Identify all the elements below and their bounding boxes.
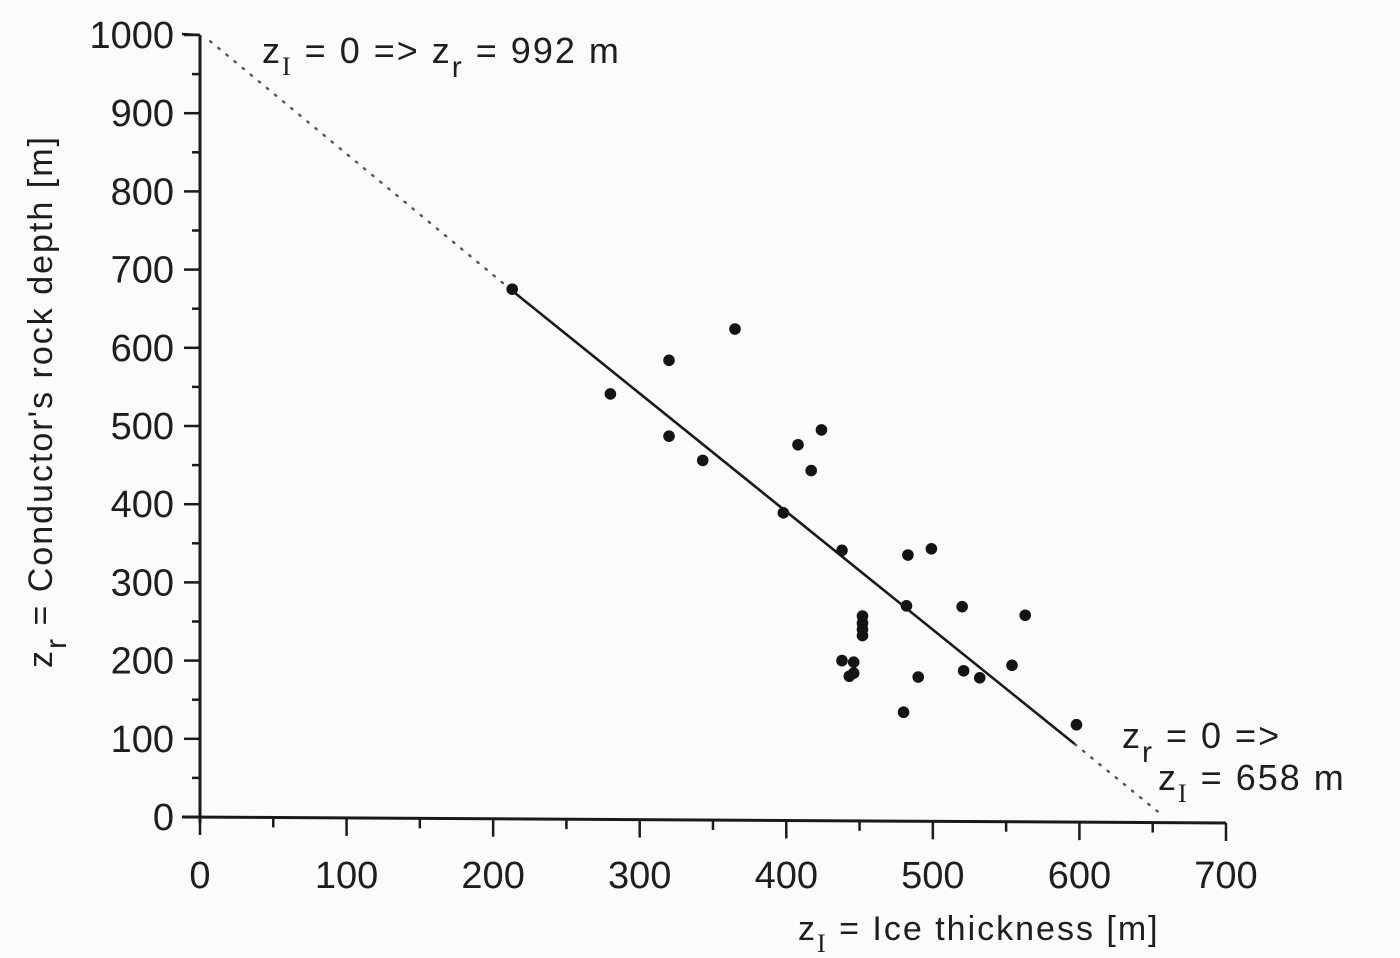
- data-point: [836, 544, 848, 557]
- x-tick-label: 500: [901, 855, 964, 897]
- y-tick-label: 1000: [89, 15, 174, 57]
- data-point: [836, 654, 848, 667]
- data-point: [1070, 718, 1083, 731]
- y-tick-label: 400: [111, 484, 174, 526]
- data-point: [856, 629, 869, 642]
- data-point: [847, 656, 860, 668]
- data-point: [663, 430, 675, 442]
- y-tick-label: 0: [153, 797, 174, 839]
- y-tick-label: 500: [111, 406, 174, 448]
- x-axis-line: [181, 815, 1226, 825]
- data-point: [902, 549, 914, 561]
- annotation-bottom-line1: zr = 0 =>: [1122, 715, 1281, 769]
- data-point: [912, 671, 924, 683]
- data-point: [792, 438, 804, 451]
- data-points: [506, 283, 1083, 731]
- fit-line-dotted: [209, 40, 514, 292]
- y-tick-label: 700: [111, 250, 174, 292]
- regression-line: [209, 40, 1166, 819]
- y-tick-label: 300: [111, 562, 174, 604]
- data-point: [900, 600, 913, 612]
- data-point: [925, 542, 938, 555]
- x-tick-label: 0: [189, 855, 210, 897]
- x-axis-title: zI = Ice thickness [m]: [798, 910, 1160, 958]
- data-point: [805, 464, 817, 477]
- x-tick-label: 400: [755, 855, 818, 897]
- fit-line-dotted: [1073, 743, 1166, 819]
- x-axis: 0 100 200 300 400 500 600 700: [181, 815, 1258, 897]
- data-point: [777, 507, 790, 519]
- data-point: [897, 706, 910, 719]
- data-point: [506, 283, 518, 295]
- y-tick-label: 900: [111, 93, 174, 135]
- y-tick-label: 800: [111, 171, 174, 213]
- data-point: [847, 667, 860, 679]
- x-tick-label: 100: [315, 855, 378, 897]
- y-tick-label: 100: [111, 719, 174, 761]
- y-tick-label: 600: [111, 328, 174, 370]
- data-point: [729, 323, 741, 335]
- data-point: [957, 664, 970, 677]
- annotation-top: zI = 0 => zr = 992 m: [262, 30, 621, 84]
- fit-line-solid: [511, 289, 1076, 746]
- data-point: [1019, 609, 1031, 622]
- y-axis: 0 100 200 300 400 500 600 700 800 900 1000: [89, 15, 202, 839]
- data-point: [956, 600, 968, 613]
- data-point: [696, 454, 709, 467]
- y-tick-label: 200: [111, 641, 174, 683]
- data-point: [815, 424, 828, 436]
- annotation-bottom-line2: zI = 658 m: [1158, 757, 1346, 808]
- x-tick-label: 200: [461, 855, 524, 897]
- data-point: [604, 388, 617, 400]
- x-tick-label: 700: [1194, 855, 1257, 897]
- data-point: [1006, 659, 1018, 672]
- x-tick-label: 600: [1048, 855, 1111, 897]
- y-axis-title: zr = Conductor's rock depth [m]: [22, 135, 73, 668]
- data-point: [973, 672, 986, 684]
- data-point: [663, 354, 675, 367]
- x-tick-label: 300: [608, 855, 671, 897]
